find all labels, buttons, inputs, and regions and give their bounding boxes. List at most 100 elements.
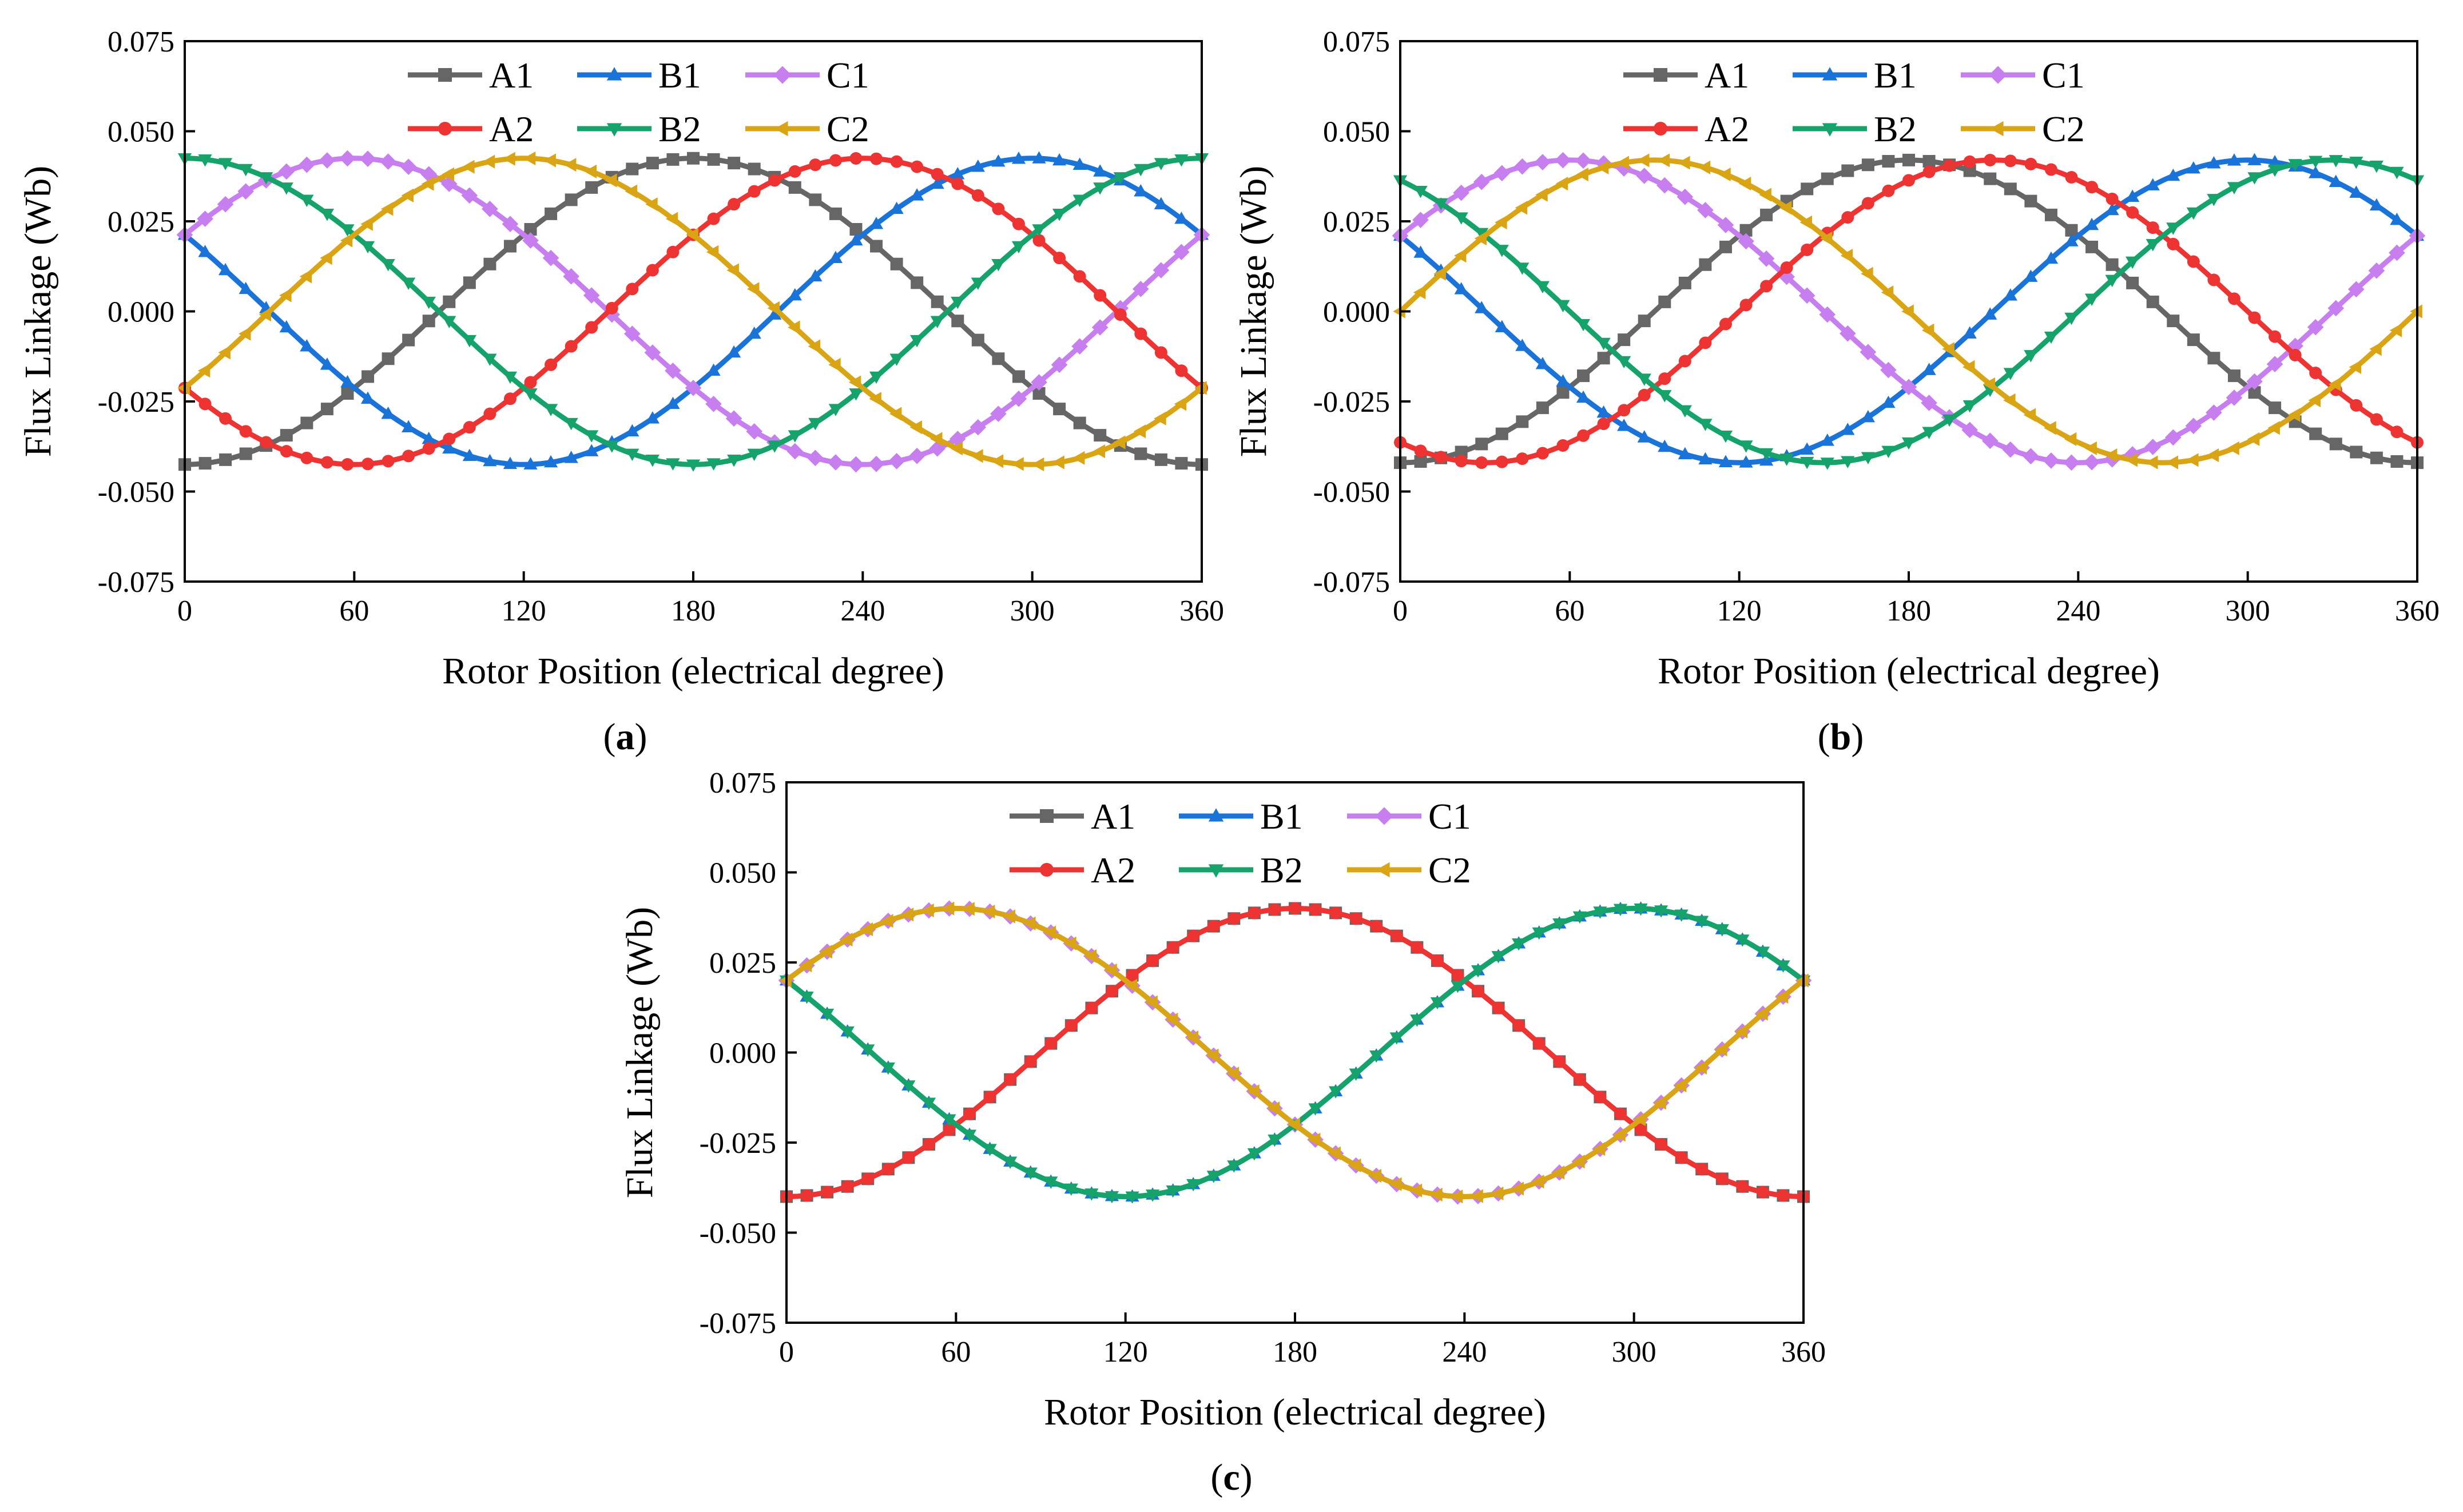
data-point-A2 [1655,1138,1668,1151]
data-point-B2 [1861,452,1875,465]
data-point-A2 [666,245,680,258]
data-point-B1 [2267,154,2282,168]
data-point-B2 [1515,262,1530,275]
data-point-A2 [1475,456,1488,469]
data-point-B1 [279,320,293,333]
data-point-A2 [902,1151,915,1164]
y-tick-label: 0.025 [709,947,776,980]
data-point-A2 [300,451,313,464]
data-point-A2 [1472,985,1485,998]
data-point-A1 [1073,416,1086,429]
data-point-A2 [1248,906,1261,920]
data-point-B2 [2064,312,2079,325]
data-point-B2 [1654,905,1669,918]
data-point-C1 [827,454,844,471]
data-point-C2 [706,245,719,259]
data-point-B2 [1495,245,1509,257]
panel-c: -0.075 -0.050 -0.025 0.000 0.025 0.050 0.075 0 6… [619,767,1826,1433]
data-point-C2 [1694,1060,1707,1075]
data-point-C1 [1636,168,1653,184]
data-point-C1 [888,453,905,469]
data-point-A1 [788,181,801,194]
data-point-A2 [280,445,293,458]
data-point-C1 [1860,344,1877,360]
data-point-B1 [2369,198,2383,211]
data-point-B2 [1922,427,1936,439]
legend-marker [1822,67,1838,81]
data-point-A1 [2390,455,2404,468]
data-point-B2 [462,335,476,348]
data-point-A1 [687,152,700,165]
data-point-A2 [911,160,924,173]
data-point-B2 [1389,1032,1404,1045]
data-point-A1 [422,315,435,328]
data-point-A2 [483,407,496,420]
data-point-B2 [523,388,538,401]
data-point-B1 [2390,212,2404,225]
data-point-B2 [1776,960,1790,973]
data-point-A2 [565,340,578,353]
x-axis: 0 60 120 180 240 300 360 [1393,571,2440,627]
series-A2 [1394,153,2424,469]
data-point-C2 [1125,978,1138,993]
data-point-C2 [197,364,210,378]
data-point-B1 [320,357,335,370]
x-tick-label: 300 [1010,595,1055,627]
data-point-B2 [2369,160,2383,173]
data-point-C1 [1514,158,1531,175]
data-point-A2 [1370,920,1383,933]
data-point-C1 [665,362,681,379]
data-point-C1 [1071,338,1088,355]
data-point-A1 [2024,194,2037,208]
data-point-B2 [1454,212,1468,225]
data-point-C2 [1535,188,1548,202]
data-point-B2 [1227,1160,1241,1173]
data-point-A1 [382,352,395,365]
data-point-B1 [1556,374,1570,387]
series-A2 [178,152,1208,471]
series-line-A2 [786,905,1804,1199]
data-point-B1 [869,217,884,229]
data-point-A1 [463,276,476,289]
data-point-B2 [1084,1188,1099,1201]
data-point-C2 [921,903,934,918]
data-point-B2 [861,1044,875,1057]
data-point-B1 [625,424,639,437]
data-point-B1 [1922,363,1936,375]
data-point-A2 [320,456,333,469]
data-point-C2 [1043,925,1056,940]
data-point-B2 [2186,207,2200,220]
data-point-A2 [1114,308,1127,321]
data-point-C1 [1031,374,1047,391]
data-point-C2 [1555,176,1568,191]
x-tick-label: 120 [502,595,546,627]
data-point-C1 [848,456,864,473]
data-point-A2 [219,412,232,425]
data-point-B2 [2288,159,2302,172]
data-point-C1 [2002,441,2019,458]
data-point-A1 [1861,158,1874,172]
legend-item-A1: A1 [408,55,534,96]
data-point-C2 [1052,455,1064,469]
data-point-A2 [788,165,801,178]
data-point-B2 [1134,164,1148,177]
y-axis: -0.075 -0.050 -0.025 0.000 0.025 0.050 0.075 [1313,26,1411,599]
data-point-B2 [971,277,985,290]
data-point-B2 [951,296,965,309]
data-point-A2 [1024,1055,1037,1068]
data-point-C1 [1921,395,1937,411]
data-point-A2 [992,202,1005,216]
data-point-C2 [1369,1168,1382,1183]
data-point-B2 [605,440,619,453]
data-point-C2 [320,251,332,265]
data-point-A2 [1105,985,1118,998]
data-point-B2 [2267,164,2282,177]
data-point-B2 [1718,430,1733,443]
data-point-C1 [339,150,356,167]
y-tick-label: 0.075 [709,767,776,799]
data-point-B2 [1434,198,1448,211]
data-point-B2 [840,1026,855,1039]
data-point-A2 [626,282,639,296]
x-tick-label: 240 [1442,1336,1487,1368]
data-point-C2 [340,233,353,248]
